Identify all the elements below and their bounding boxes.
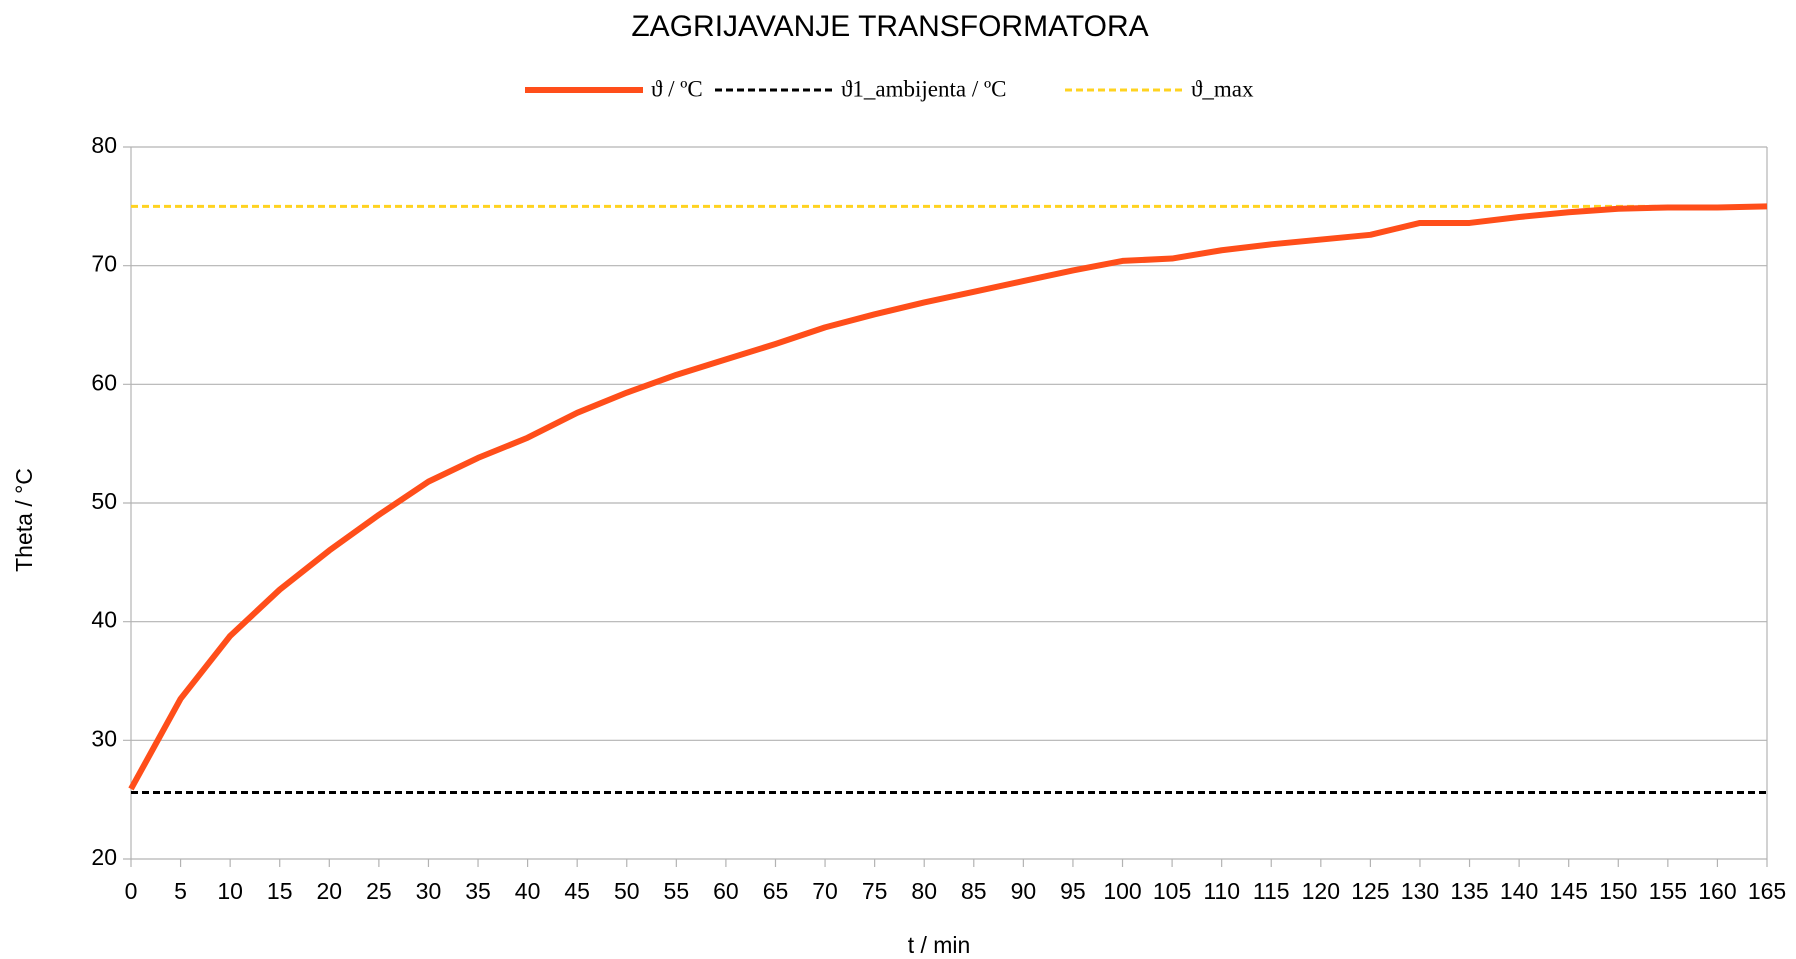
y-tick-label: 50 <box>91 488 117 514</box>
x-tick-label: 60 <box>713 878 739 904</box>
x-tick-label: 115 <box>1253 878 1290 904</box>
x-tick-label: 130 <box>1401 878 1439 904</box>
x-tick-label: 10 <box>217 878 243 904</box>
x-tick-label: 95 <box>1060 878 1086 904</box>
series-line <box>128 203 1768 791</box>
x-tick-label: 105 <box>1153 878 1191 904</box>
x-tick-label: 25 <box>366 878 392 904</box>
y-tick-label: 20 <box>91 844 117 870</box>
x-tick-label: 110 <box>1203 878 1240 904</box>
x-tick-label: 160 <box>1698 878 1736 904</box>
x-tick-label: 35 <box>465 878 491 904</box>
x-tick-label: 15 <box>267 878 293 904</box>
x-tick-label: 70 <box>812 878 838 904</box>
x-tick-label: 45 <box>564 878 590 904</box>
legend-label: ϑ / ºC <box>651 76 703 101</box>
x-tick-label: 30 <box>416 878 442 904</box>
x-tick-label: 135 <box>1450 878 1488 904</box>
x-tick-label: 85 <box>961 878 987 904</box>
legend-label: ϑ1_ambijenta / ºC <box>841 76 1006 101</box>
x-tick-label: 140 <box>1500 878 1538 904</box>
y-tick-label: 30 <box>91 725 117 751</box>
x-tick-label: 20 <box>317 878 343 904</box>
y-axis-label: Theta / °C <box>11 468 37 572</box>
x-tick-label: 155 <box>1649 878 1687 904</box>
x-axis-label: t / min <box>908 932 971 958</box>
legend-label: ϑ_max <box>1191 76 1254 101</box>
x-tick-label: 75 <box>862 878 888 904</box>
x-tick-label: 0 <box>125 878 138 904</box>
y-tick-label: 60 <box>91 369 117 395</box>
x-tick-label: 150 <box>1599 878 1637 904</box>
y-tick-label: 80 <box>91 132 117 158</box>
x-tick-label: 125 <box>1351 878 1389 904</box>
x-tick-label: 65 <box>763 878 789 904</box>
x-tick-label: 165 <box>1748 878 1786 904</box>
x-tick-label: 90 <box>1011 878 1037 904</box>
x-tick-label: 50 <box>614 878 640 904</box>
x-tick-label: 40 <box>515 878 541 904</box>
y-tick-label: 40 <box>91 607 117 633</box>
x-tick-label: 55 <box>664 878 690 904</box>
x-tick-label: 5 <box>174 878 187 904</box>
chart-title: ZAGRIJAVANJE TRANSFORMATORA <box>631 10 1148 43</box>
legend: ϑ / ºC ϑ1_ambijenta / ºC ϑ_max <box>525 76 1254 101</box>
x-tick-label: 100 <box>1103 878 1141 904</box>
x-tick-label: 145 <box>1550 878 1588 904</box>
x-tick-label: 120 <box>1302 878 1340 904</box>
y-tick-label: 70 <box>91 251 117 277</box>
x-tick-label: 80 <box>911 878 937 904</box>
